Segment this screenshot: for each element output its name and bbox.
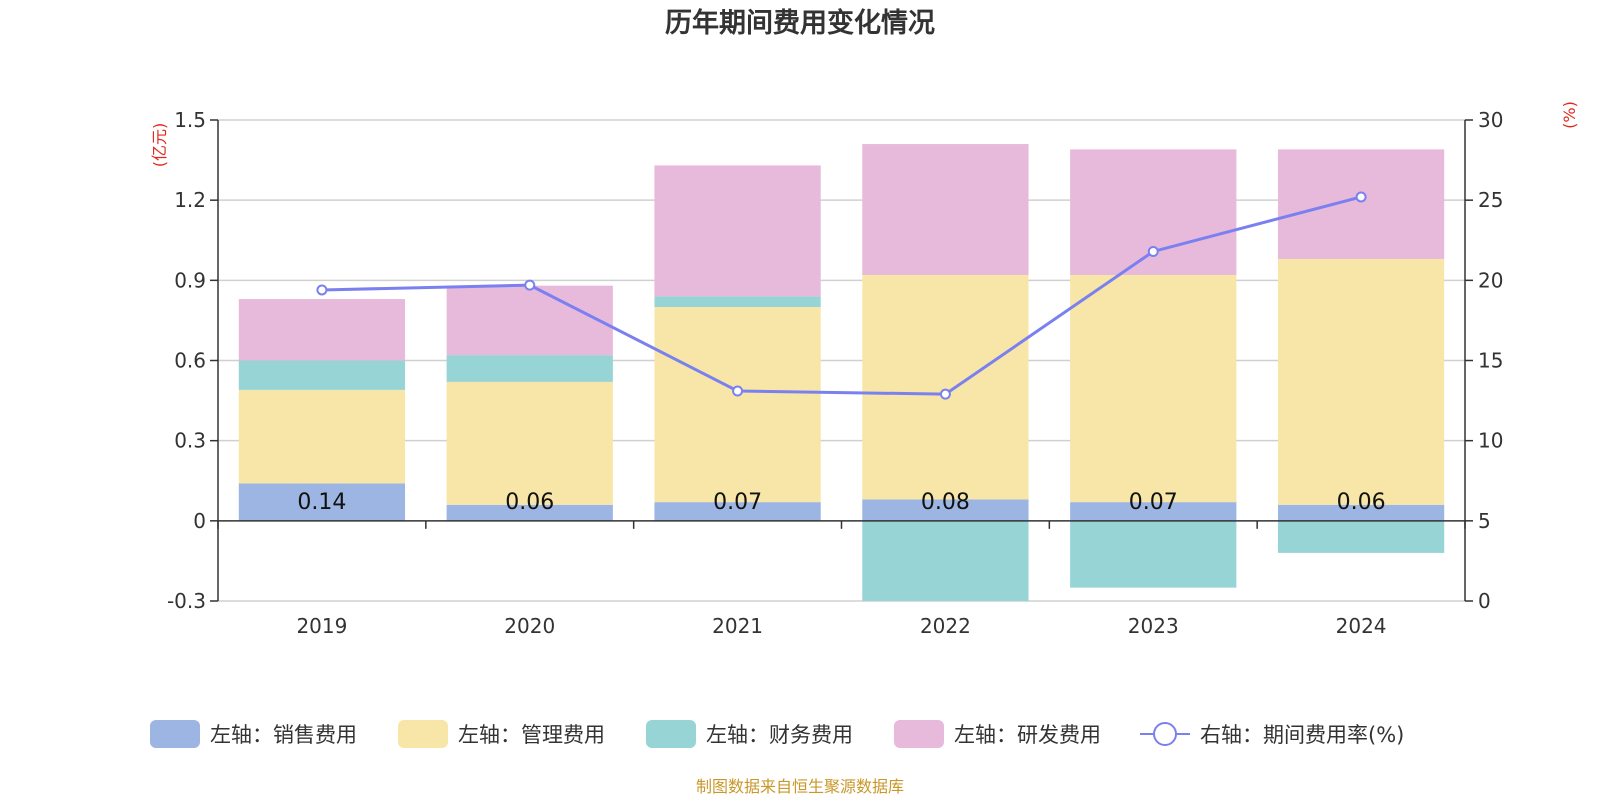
bar-segment xyxy=(1070,502,1237,521)
grid-lines xyxy=(218,119,1465,602)
bar-segment xyxy=(862,499,1029,521)
legend-swatch xyxy=(894,720,944,748)
rate-point xyxy=(732,385,744,397)
right-tick-label: 0 xyxy=(1478,589,1491,613)
left-tick-label: 0.3 xyxy=(174,429,206,453)
legend-label: 左轴：管理费用 xyxy=(458,723,605,747)
right-tick-label: 20 xyxy=(1478,268,1503,292)
bar-data-label: 0.08 xyxy=(921,490,970,515)
bar-data-label: 0.14 xyxy=(297,490,346,515)
bar-segment xyxy=(446,381,613,505)
right-tick-label: 30 xyxy=(1478,108,1503,132)
right-tick-label: 10 xyxy=(1478,429,1503,453)
bar-segment xyxy=(238,360,406,390)
bar-segment xyxy=(862,274,1029,500)
bar-segment xyxy=(238,299,406,361)
rate-point xyxy=(939,388,951,400)
chart-title: 历年期间费用变化情况 xyxy=(665,7,935,39)
bar-segment xyxy=(1277,520,1445,553)
bar-segment xyxy=(1070,520,1237,588)
bar-segment xyxy=(238,483,406,521)
rate-point xyxy=(1355,191,1367,203)
bar-segment xyxy=(654,296,821,308)
bar-data-label: 0.07 xyxy=(1129,490,1178,515)
left-tick-label: 1.5 xyxy=(174,108,206,132)
x-tick-label: 2019 xyxy=(296,614,347,638)
right-tick-label: 25 xyxy=(1478,188,1503,212)
legend-label: 左轴：研发费用 xyxy=(954,723,1101,747)
legend: 左轴：销售费用 左轴：管理费用 左轴：财务费用 左轴：研发费用 右轴：期间费用率(%) xyxy=(150,720,1404,748)
legend-swatch xyxy=(150,720,200,748)
left-tick-label: 0.6 xyxy=(174,349,206,373)
bar-segment xyxy=(1277,258,1445,505)
right-tick-label: 5 xyxy=(1478,509,1491,533)
left-tick-label: 1.2 xyxy=(174,188,206,212)
bar-segment xyxy=(1070,274,1237,503)
source-note: 制图数据来自恒生聚源数据库 xyxy=(696,777,904,796)
bar-data-label: 0.06 xyxy=(505,490,554,515)
bar-data-label: 0.07 xyxy=(713,490,762,515)
legend-label: 左轴：财务费用 xyxy=(706,723,853,747)
right-tick-label: 15 xyxy=(1478,349,1503,373)
x-tick-label: 2024 xyxy=(1336,614,1387,638)
rate-point xyxy=(316,284,328,296)
legend-marker xyxy=(1153,722,1177,746)
rate-point xyxy=(1147,245,1159,257)
x-tick-label: 2020 xyxy=(504,614,555,638)
bar-data-label: 0.06 xyxy=(1337,490,1386,515)
bar-segment xyxy=(654,502,821,521)
legend-label: 右轴：期间费用率(%) xyxy=(1200,723,1404,747)
x-tick-label: 2021 xyxy=(712,614,763,638)
rate-line-group xyxy=(316,191,1367,400)
left-tick-label: -0.3 xyxy=(167,589,206,613)
bar-segment xyxy=(238,389,406,484)
bar-segment xyxy=(862,144,1029,275)
data-labels: 0.14 0.06 0.07 0.08 0.07 0.06 xyxy=(297,490,1385,515)
x-tick-label: 2022 xyxy=(920,614,971,638)
bar-segment xyxy=(862,520,1029,601)
right-axis-unit: (%) xyxy=(1560,101,1579,129)
bar-group xyxy=(238,144,1445,601)
bar-segment xyxy=(1277,504,1445,521)
legend-swatch xyxy=(398,720,448,748)
bar-segment xyxy=(654,307,821,503)
legend-swatch xyxy=(646,720,696,748)
left-axis-unit: (亿元) xyxy=(150,123,169,168)
bar-segment xyxy=(446,504,613,521)
bar-segment xyxy=(1277,149,1445,259)
left-tick-label: 0 xyxy=(193,509,206,533)
axes: -0.3 0 0.3 0.6 0.9 1.2 1.5 0 5 10 15 20 25 30 2019 2020… xyxy=(167,108,1503,638)
rate-line xyxy=(321,195,1362,396)
left-tick-label: 0.9 xyxy=(174,268,206,292)
bar-segment xyxy=(446,285,613,356)
rate-point xyxy=(524,279,536,291)
legend-label: 左轴：销售费用 xyxy=(210,723,357,747)
bar-segment xyxy=(654,165,821,297)
x-tick-label: 2023 xyxy=(1128,614,1179,638)
bar-segment xyxy=(446,355,613,382)
